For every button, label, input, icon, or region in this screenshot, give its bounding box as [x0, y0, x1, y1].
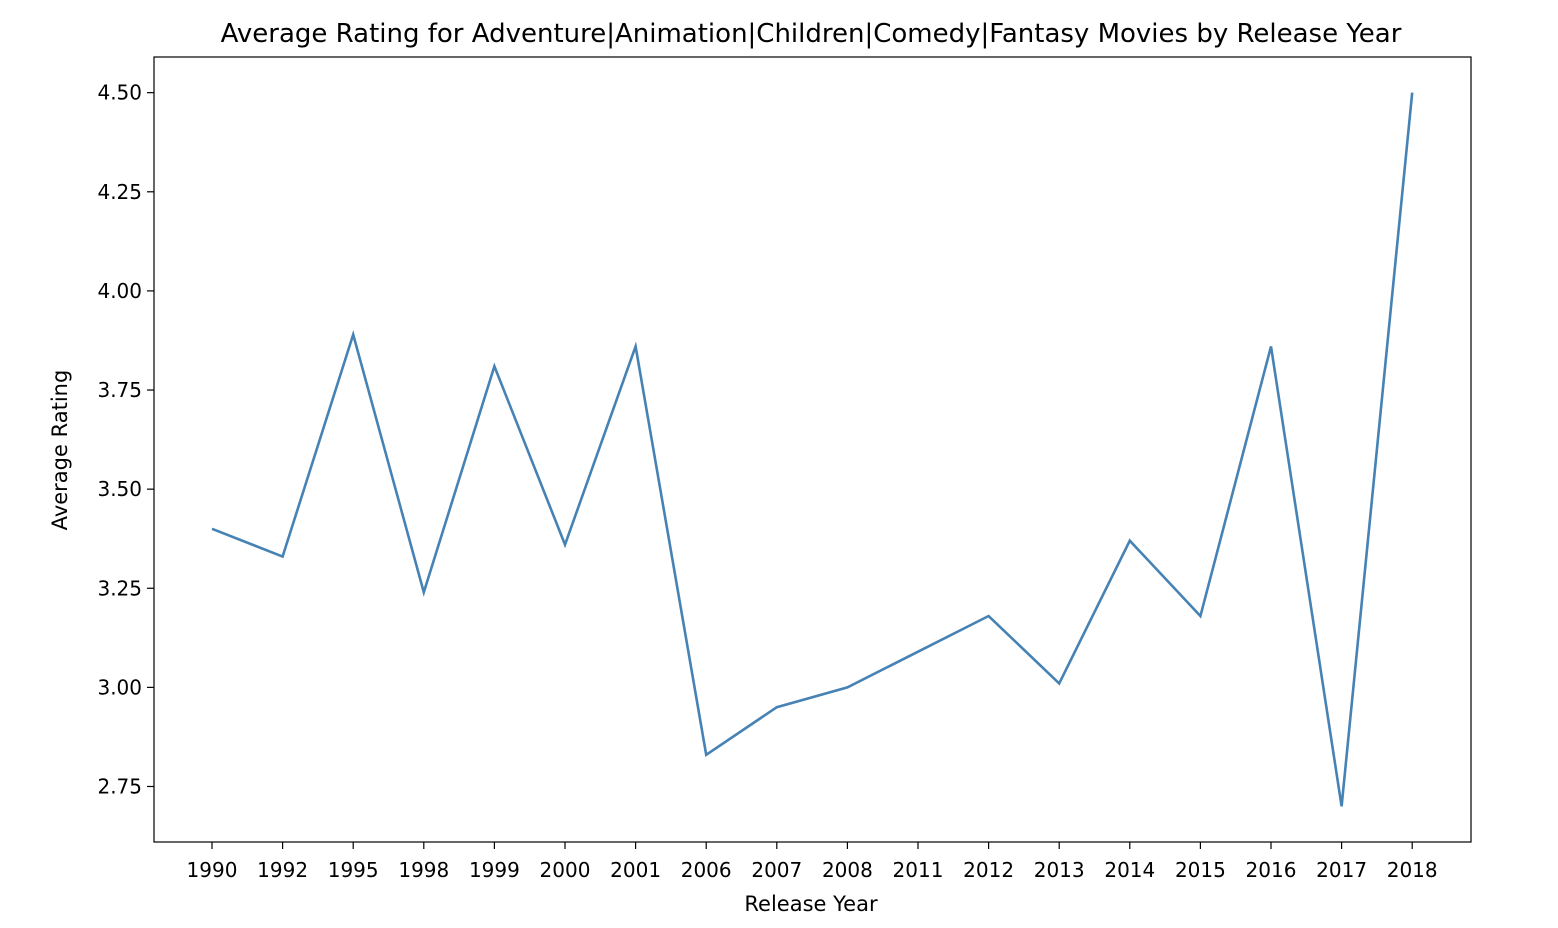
- x-tick-label: 2014: [1104, 858, 1155, 882]
- y-tick-label: 4.50: [97, 81, 142, 105]
- y-tick-label: 3.50: [97, 477, 142, 501]
- series-layer: [211, 92, 1414, 807]
- y-tick-label: 2.75: [97, 774, 142, 798]
- x-tick-label: 2016: [1246, 858, 1297, 882]
- x-tick-label: 2007: [751, 858, 802, 882]
- x-tick-label: 2001: [610, 858, 661, 882]
- x-tick-label: 2013: [1034, 858, 1085, 882]
- x-axis: 1990 1992 1995 1998 1999 2000 2001 2006 2007 2008…: [187, 842, 1438, 882]
- series-line-0: [211, 92, 1414, 807]
- x-tick-label: 2006: [681, 858, 732, 882]
- y-tick-label: 3.25: [97, 576, 142, 600]
- x-tick-label: 2017: [1316, 858, 1367, 882]
- x-tick-label: 2012: [963, 858, 1014, 882]
- x-tick-label: 1998: [398, 858, 449, 882]
- y-tick-label: 4.00: [97, 279, 142, 303]
- chart-title: Average Rating for Adventure|Animation|C…: [221, 19, 1402, 49]
- y-axis: 2.75 3.00 3.25 3.50 3.75 4.00 4.25 4.50: [97, 81, 154, 798]
- x-tick-label: 1992: [257, 858, 308, 882]
- x-tick-label: 2018: [1387, 858, 1438, 882]
- x-tick-label: 1999: [469, 858, 520, 882]
- x-tick-label: 2000: [540, 858, 591, 882]
- y-tick-label: 3.00: [97, 675, 142, 699]
- y-tick-label: 4.25: [97, 180, 142, 204]
- x-tick-label: 1990: [187, 858, 238, 882]
- x-tick-label: 2008: [822, 858, 873, 882]
- x-tick-label: 2011: [893, 858, 944, 882]
- plot-area-frame: [153, 56, 1472, 843]
- x-axis-label: Release Year: [744, 892, 878, 916]
- x-tick-label: 1995: [328, 858, 379, 882]
- y-axis-label: Average Rating: [48, 370, 72, 531]
- x-tick-label: 2015: [1175, 858, 1226, 882]
- y-tick-label: 3.75: [97, 378, 142, 402]
